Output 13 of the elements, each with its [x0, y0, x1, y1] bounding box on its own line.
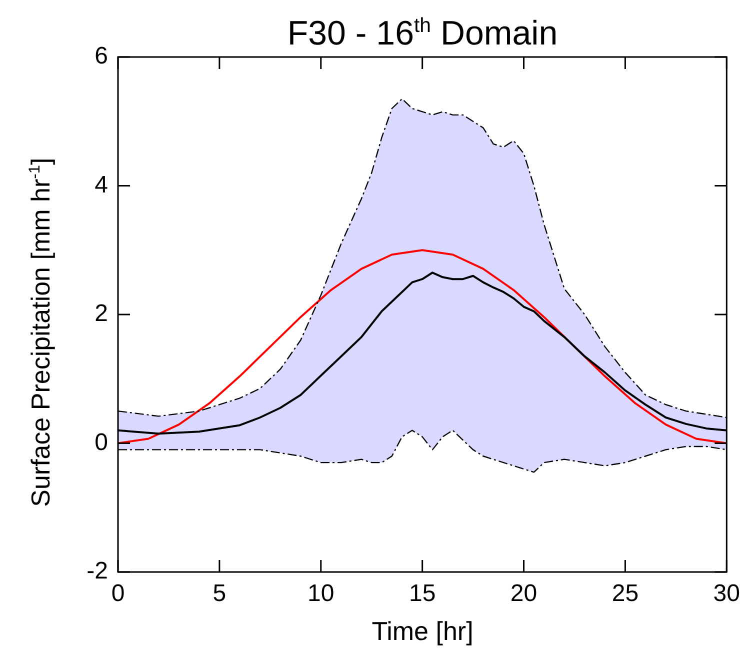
x-tick-label: 15	[408, 580, 436, 608]
y-tick-label: -2	[86, 558, 108, 585]
x-tick-label: 10	[308, 580, 334, 608]
y-tick-label: 0	[94, 428, 108, 456]
y-tick-label: 6	[94, 42, 108, 70]
x-tick-label: 5	[212, 580, 226, 608]
x-tick-label: 25	[612, 580, 639, 608]
y-tick-label: 4	[94, 171, 108, 198]
chart-title: F30 - 16$^{th}$ Domain	[286, 13, 559, 54]
x-tick-label: 20	[510, 580, 538, 608]
x-tick-label: 30	[713, 580, 740, 608]
y-tick-label: 2	[94, 300, 108, 328]
x-axis-title: Time [hr]	[370, 615, 474, 647]
